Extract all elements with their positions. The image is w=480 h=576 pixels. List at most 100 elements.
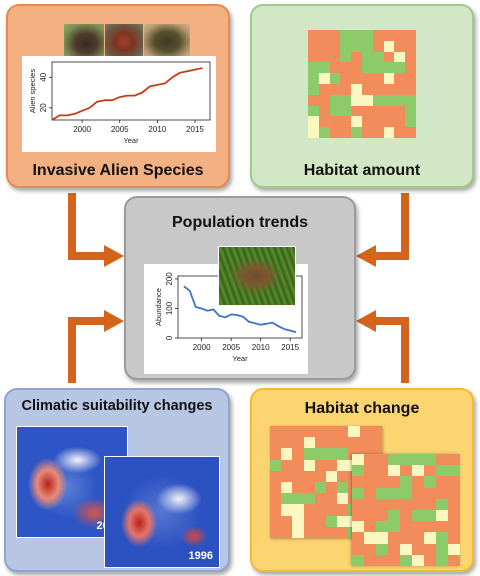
grid-cell bbox=[394, 84, 406, 95]
grid-cell bbox=[412, 487, 424, 499]
grid-cell bbox=[394, 30, 406, 41]
grid-cell bbox=[376, 454, 388, 466]
x-tick-label: 2000 bbox=[193, 343, 211, 352]
grid-cell bbox=[424, 554, 436, 566]
grid-cell bbox=[376, 543, 388, 555]
grid-cell bbox=[292, 448, 304, 460]
grid-cell bbox=[388, 532, 400, 544]
grid-cell bbox=[337, 493, 349, 505]
invasive-species-chart: 2000 2005 2010 2015 20 40 Year Alien species bbox=[28, 61, 211, 145]
habitat-amount-panel: Habitat amount bbox=[250, 4, 474, 188]
grid-cell bbox=[388, 543, 400, 555]
grid-cell bbox=[400, 509, 412, 522]
grid-cell bbox=[376, 521, 388, 533]
plot-frame bbox=[51, 61, 211, 121]
grid-cell bbox=[412, 476, 424, 488]
grid-cell bbox=[352, 465, 364, 477]
grid-cell bbox=[348, 437, 360, 449]
grid-cell bbox=[405, 116, 416, 128]
grid-cell bbox=[448, 521, 460, 533]
grid-cell bbox=[372, 84, 384, 95]
climatic-suitability-title: Climatic suitability changes bbox=[21, 398, 213, 414]
grid-cell bbox=[364, 509, 376, 522]
grid-cell bbox=[362, 94, 373, 106]
grid-cell bbox=[329, 94, 341, 106]
grid-cell bbox=[436, 487, 448, 499]
grid-cell bbox=[318, 73, 330, 84]
grid-cell bbox=[424, 543, 436, 555]
grid-cell bbox=[372, 62, 384, 74]
grid-cell bbox=[308, 105, 319, 117]
grid-cell bbox=[325, 515, 338, 527]
grid-cell bbox=[448, 554, 460, 566]
grid-cell bbox=[405, 51, 416, 63]
grid-cell bbox=[281, 515, 293, 527]
grid-cell bbox=[314, 426, 326, 438]
grid-cell bbox=[340, 105, 352, 117]
grid-cell bbox=[372, 73, 384, 84]
grid-cell bbox=[325, 493, 338, 505]
grid-cell bbox=[352, 543, 364, 555]
grid-cell bbox=[383, 105, 395, 117]
grid-cell bbox=[270, 504, 282, 516]
grid-cell bbox=[362, 84, 373, 95]
grid-cell bbox=[270, 459, 282, 471]
grid-cell bbox=[329, 105, 341, 117]
grid-cell bbox=[388, 498, 400, 510]
grid-cell bbox=[359, 426, 371, 438]
grid-cell bbox=[424, 498, 436, 510]
grid-cell bbox=[351, 116, 362, 128]
grid-cell bbox=[303, 515, 315, 527]
grid-cell bbox=[270, 448, 282, 460]
grid-cell bbox=[370, 448, 382, 460]
grid-cell bbox=[281, 504, 293, 516]
grid-cell bbox=[308, 94, 319, 106]
grid-cell bbox=[303, 437, 315, 449]
grid-cell bbox=[376, 532, 388, 544]
grid-cell bbox=[292, 459, 304, 471]
grid-cell bbox=[352, 532, 364, 544]
grid-cell bbox=[318, 116, 330, 128]
grid-cell bbox=[359, 437, 371, 449]
toad-photo bbox=[218, 246, 296, 306]
grid-cell bbox=[340, 62, 352, 74]
grid-cell bbox=[303, 481, 315, 494]
grid-cell bbox=[318, 62, 330, 74]
grid-cell bbox=[303, 470, 315, 482]
x-axis-label: Year bbox=[123, 136, 139, 145]
grid-cell bbox=[424, 454, 436, 466]
grid-cell bbox=[364, 532, 376, 544]
x-axis-label: Year bbox=[232, 354, 248, 363]
arrow-from-climatic bbox=[68, 310, 124, 383]
grid-cell bbox=[436, 554, 448, 566]
grid-cell bbox=[362, 30, 373, 41]
grid-cell bbox=[372, 30, 384, 41]
grid-cell bbox=[337, 459, 349, 471]
x-tick-label: 2015 bbox=[281, 343, 299, 352]
grid-cell bbox=[364, 543, 376, 555]
grid-cell bbox=[292, 437, 304, 449]
grid-cell bbox=[436, 476, 448, 488]
grid-cell bbox=[270, 426, 282, 438]
grid-cell bbox=[281, 526, 293, 538]
grid-cell bbox=[448, 498, 460, 510]
grid-cell bbox=[400, 454, 412, 466]
grid-cell bbox=[314, 481, 326, 494]
grid-cell bbox=[388, 554, 400, 566]
grid-cell bbox=[325, 437, 338, 449]
grid-cell bbox=[400, 532, 412, 544]
grid-cell bbox=[292, 504, 304, 516]
grid-cell bbox=[351, 30, 362, 41]
grid-cell bbox=[424, 509, 436, 522]
grid-cell bbox=[329, 127, 341, 138]
grid-cell bbox=[405, 105, 416, 117]
grid-cell bbox=[352, 487, 364, 499]
grid-cell bbox=[364, 465, 376, 477]
grid-cell bbox=[405, 94, 416, 106]
grid-cell bbox=[340, 40, 352, 52]
grid-cell bbox=[370, 426, 382, 438]
mink-photo bbox=[64, 24, 104, 56]
grid-cell bbox=[372, 40, 384, 52]
grid-cell bbox=[314, 459, 326, 471]
